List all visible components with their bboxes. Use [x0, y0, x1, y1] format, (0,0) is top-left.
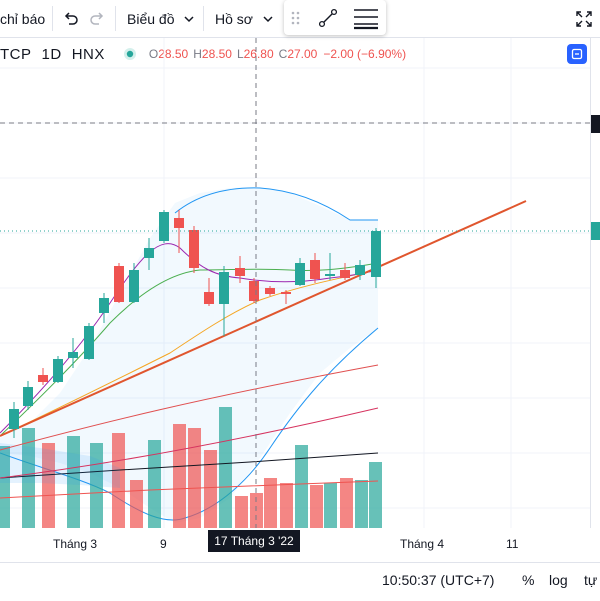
indicators-label: chỉ báo — [0, 10, 46, 27]
drag-handle-icon[interactable] — [290, 10, 302, 26]
profile-menu-label: Hồ sơ — [215, 10, 253, 27]
open-key: O — [148, 47, 159, 61]
toolbar-divider — [115, 6, 116, 31]
low-key: L — [236, 47, 244, 61]
crosshair-time-label: 17 Tháng 3 '22 — [208, 530, 300, 552]
candlesticks — [9, 210, 381, 438]
change-value: −2.00 (−6.90%) — [323, 47, 407, 61]
undo-icon — [64, 11, 78, 25]
toolbar-divider — [52, 6, 53, 31]
ma-long-red-2 — [0, 407, 379, 479]
percent-toggle[interactable]: % — [522, 572, 535, 588]
time-label-9: 9 — [160, 537, 167, 551]
close-value: 27.00 — [287, 47, 318, 61]
chevron-down-icon — [184, 15, 195, 22]
low-value: 26.80 — [243, 47, 274, 61]
last-price-label — [591, 222, 600, 240]
crosshair-price-label — [591, 115, 600, 133]
time-label-11: 11 — [506, 537, 519, 551]
fullscreen-button[interactable] — [574, 0, 594, 37]
volume-fill — [0, 443, 120, 488]
layers-icon — [571, 48, 583, 60]
clock[interactable]: 10:50:37 (UTC+7) — [382, 572, 495, 588]
floating-drawing-toolbar — [284, 0, 386, 35]
toolbar-divider — [203, 6, 204, 31]
indicators-button[interactable]: chỉ báo — [0, 0, 45, 37]
bottom-bar: 10:50:37 (UTC+7) % log tự — [0, 562, 600, 601]
volume-ma-line — [0, 452, 379, 479]
interval[interactable]: 1D — [41, 45, 62, 63]
high-value: 28.50 — [201, 47, 232, 61]
volume-ma-line-2 — [0, 480, 379, 499]
redo-icon — [90, 11, 104, 25]
profile-menu-button[interactable]: Hồ sơ — [215, 0, 277, 37]
chevron-down-icon — [263, 15, 273, 22]
symbol-name[interactable]: TCP — [0, 45, 32, 63]
open-value: 28.50 — [158, 47, 189, 61]
bollinger-band-fill — [0, 187, 378, 523]
auto-toggle[interactable]: tự — [584, 572, 598, 588]
time-label-month3: Tháng 3 — [53, 537, 98, 551]
chart-pane[interactable] — [0, 38, 590, 528]
market-status-icon — [123, 47, 137, 61]
time-label-month4: Tháng 4 — [400, 537, 445, 551]
ma-orange — [0, 269, 379, 437]
close-key: C — [278, 47, 288, 61]
trend-line[interactable] — [0, 200, 527, 437]
object-tree-button[interactable] — [567, 44, 587, 64]
chart-menu-button[interactable]: Biểu đồ — [127, 0, 198, 37]
exchange: HNX — [71, 45, 105, 63]
ma-long-red — [0, 364, 379, 451]
bollinger-upper — [174, 187, 378, 221]
redo-button[interactable] — [88, 0, 106, 37]
line-style-icon[interactable] — [352, 6, 380, 30]
fullscreen-icon — [576, 10, 592, 27]
chart-menu-label: Biểu đồ — [127, 10, 175, 27]
volume-bars — [0, 407, 382, 528]
price-axis-border — [590, 38, 591, 528]
trendline-tool-icon[interactable] — [316, 7, 340, 29]
time-axis[interactable]: Tháng 3 9 Tháng 4 11 — [0, 528, 600, 560]
symbol-legend: TCP 1D HNX O 28.50 H 28.50 L 26.80 C 27.00 −… — [0, 44, 406, 64]
log-toggle[interactable]: log — [549, 572, 568, 588]
high-key: H — [193, 47, 202, 61]
undo-button[interactable] — [62, 0, 80, 37]
